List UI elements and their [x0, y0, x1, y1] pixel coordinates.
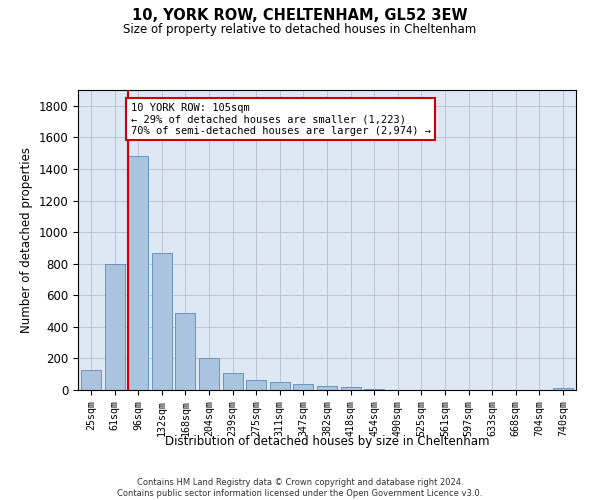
- Bar: [270, 382, 290, 390]
- Bar: [246, 380, 266, 390]
- Bar: [175, 314, 196, 390]
- Bar: [293, 384, 313, 390]
- Y-axis label: Number of detached properties: Number of detached properties: [20, 147, 33, 333]
- Text: 10 YORK ROW: 105sqm
← 29% of detached houses are smaller (1,223)
70% of semi-det: 10 YORK ROW: 105sqm ← 29% of detached ho…: [131, 102, 431, 136]
- Text: Distribution of detached houses by size in Cheltenham: Distribution of detached houses by size …: [165, 435, 489, 448]
- Text: Contains HM Land Registry data © Crown copyright and database right 2024.
Contai: Contains HM Land Registry data © Crown c…: [118, 478, 482, 498]
- Bar: [199, 358, 219, 390]
- Bar: [152, 252, 172, 390]
- Bar: [104, 264, 125, 390]
- Bar: [317, 386, 337, 390]
- Bar: [128, 156, 148, 390]
- Bar: [81, 370, 101, 390]
- Bar: [223, 374, 242, 390]
- Text: Size of property relative to detached houses in Cheltenham: Size of property relative to detached ho…: [124, 22, 476, 36]
- Bar: [341, 387, 361, 390]
- Bar: [364, 388, 384, 390]
- Bar: [553, 388, 573, 390]
- Text: 10, YORK ROW, CHELTENHAM, GL52 3EW: 10, YORK ROW, CHELTENHAM, GL52 3EW: [132, 8, 468, 22]
